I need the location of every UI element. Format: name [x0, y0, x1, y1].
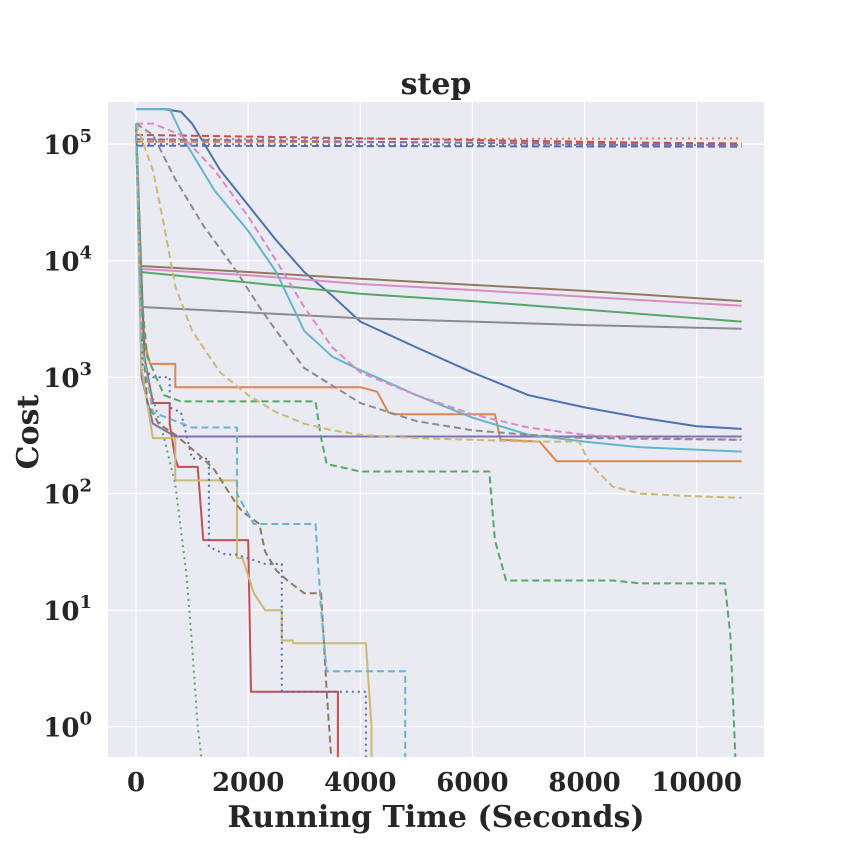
series-line-22 — [135, 122, 742, 441]
y-tick-label: 104 — [43, 243, 92, 278]
x-tick-label: 2000 — [212, 768, 284, 798]
plot-background — [108, 102, 764, 757]
series-line-19 — [135, 138, 742, 147]
series-layer — [135, 108, 742, 757]
series-line-20 — [135, 123, 333, 757]
x-tick-label: 4000 — [324, 768, 396, 798]
y-tick-label: 105 — [43, 126, 92, 161]
y-axis-label: Cost — [11, 395, 46, 470]
series-line-21 — [136, 122, 742, 441]
x-tick-label: 0 — [127, 768, 145, 798]
series-line-14 — [135, 143, 742, 147]
series-line-15 — [135, 144, 742, 148]
x-tick-label: 10000 — [651, 768, 741, 798]
series-line-8 — [135, 123, 742, 330]
y-tick-label: 103 — [43, 359, 92, 394]
x-tick-label: 6000 — [436, 768, 508, 798]
y-tick-label: 102 — [43, 476, 92, 511]
y-tick-label: 101 — [43, 592, 92, 627]
grid-lines — [108, 102, 764, 757]
series-line-17 — [135, 123, 737, 757]
series-line-18 — [135, 133, 742, 146]
x-tick-label: 8000 — [548, 768, 620, 798]
series-line-9 — [135, 123, 373, 757]
series-line-23 — [135, 123, 742, 499]
series-line-12 — [135, 137, 742, 141]
series-line-1 — [136, 108, 742, 430]
chart-title: step — [401, 67, 472, 102]
series-line-10 — [136, 108, 742, 453]
x-axis-label: Running Time (Seconds) — [227, 800, 644, 835]
y-tick-label: 100 — [43, 709, 92, 744]
y-tick-labels: 100 101 102 103 104 105 — [43, 126, 92, 744]
series-line-4 — [135, 123, 339, 757]
series-line-24 — [135, 123, 407, 757]
x-tick-labels: 0 2000 4000 6000 8000 10000 — [127, 768, 742, 798]
